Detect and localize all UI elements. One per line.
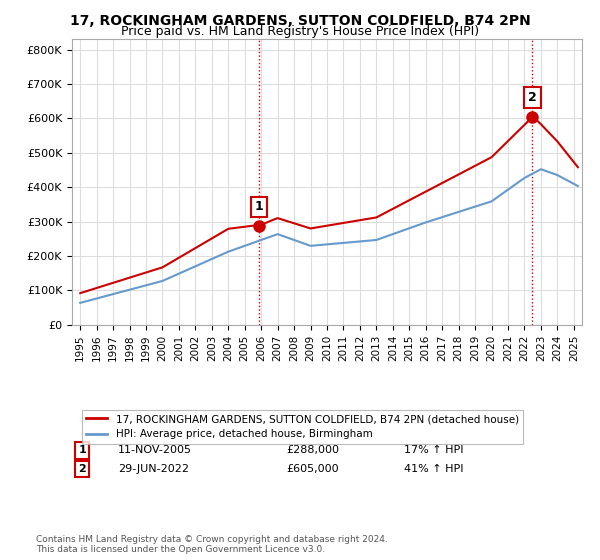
Text: 11-NOV-2005: 11-NOV-2005 xyxy=(118,445,192,455)
Text: 17, ROCKINGHAM GARDENS, SUTTON COLDFIELD, B74 2PN: 17, ROCKINGHAM GARDENS, SUTTON COLDFIELD… xyxy=(70,14,530,28)
Text: 2: 2 xyxy=(528,91,537,104)
Legend: 17, ROCKINGHAM GARDENS, SUTTON COLDFIELD, B74 2PN (detached house), HPI: Average: 17, ROCKINGHAM GARDENS, SUTTON COLDFIELD… xyxy=(82,410,523,444)
Text: 17% ↑ HPI: 17% ↑ HPI xyxy=(404,445,463,455)
Text: £288,000: £288,000 xyxy=(286,445,339,455)
Text: 1: 1 xyxy=(79,445,86,455)
Text: 1: 1 xyxy=(254,200,263,213)
Text: 29-JUN-2022: 29-JUN-2022 xyxy=(118,464,189,474)
Text: £605,000: £605,000 xyxy=(286,464,339,474)
Text: Contains HM Land Registry data © Crown copyright and database right 2024.
This d: Contains HM Land Registry data © Crown c… xyxy=(36,535,388,554)
Text: 2: 2 xyxy=(79,464,86,474)
Text: Price paid vs. HM Land Registry's House Price Index (HPI): Price paid vs. HM Land Registry's House … xyxy=(121,25,479,38)
Text: 41% ↑ HPI: 41% ↑ HPI xyxy=(404,464,463,474)
